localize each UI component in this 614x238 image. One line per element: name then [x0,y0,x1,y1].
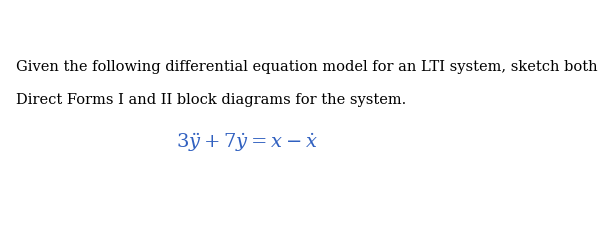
Text: Given the following differential equation model for an LTI system, sketch both: Given the following differential equatio… [16,60,598,74]
Text: $3\ddot{y} + 7\dot{y} = x - \dot{x}$: $3\ddot{y} + 7\dot{y} = x - \dot{x}$ [176,131,318,154]
Text: Direct Forms I and II block diagrams for the system.: Direct Forms I and II block diagrams for… [16,93,406,107]
